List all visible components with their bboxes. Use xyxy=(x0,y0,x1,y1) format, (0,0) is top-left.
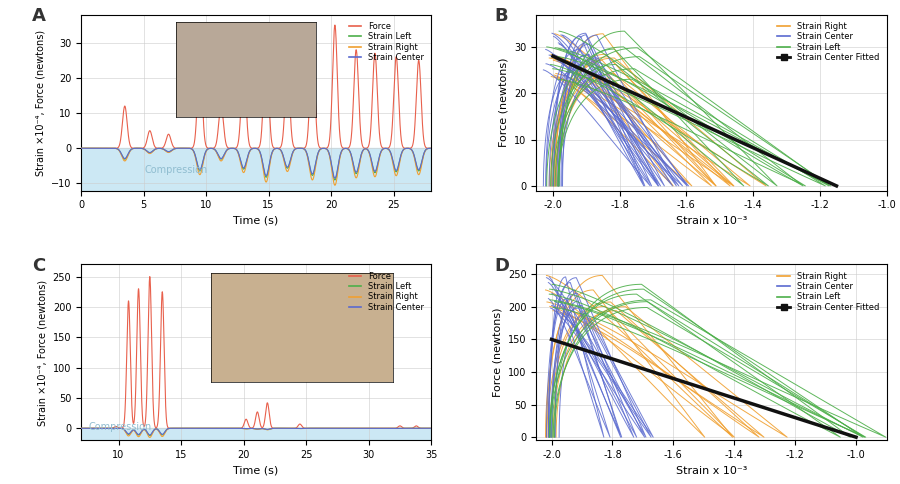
Text: A: A xyxy=(32,7,46,26)
Text: Compression: Compression xyxy=(88,422,151,432)
X-axis label: Time (s): Time (s) xyxy=(233,466,279,476)
Bar xyxy=(81,428,431,440)
Legend: Strain Right, Strain Center, Strain Left, Strain Center Fitted: Strain Right, Strain Center, Strain Left… xyxy=(774,19,882,65)
Text: B: B xyxy=(494,7,508,26)
Bar xyxy=(81,148,431,191)
Text: Compression: Compression xyxy=(144,165,207,175)
Y-axis label: Strain ×10⁻⁴, Force (newtons): Strain ×10⁻⁴, Force (newtons) xyxy=(37,279,47,425)
Y-axis label: Strain ×10⁻⁴, Force (newtons): Strain ×10⁻⁴, Force (newtons) xyxy=(35,30,45,176)
Text: D: D xyxy=(494,257,509,275)
Legend: Strain Right, Strain Center, Strain Left, Strain Center Fitted: Strain Right, Strain Center, Strain Left… xyxy=(774,269,882,315)
X-axis label: Time (s): Time (s) xyxy=(233,216,279,226)
Legend: Force, Strain Left, Strain Right, Strain Center: Force, Strain Left, Strain Right, Strain… xyxy=(346,19,428,65)
Legend: Force, Strain Left, Strain Right, Strain Center: Force, Strain Left, Strain Right, Strain… xyxy=(346,269,428,315)
Text: C: C xyxy=(32,257,45,275)
Y-axis label: Force (newtons): Force (newtons) xyxy=(492,308,502,397)
Y-axis label: Force (newtons): Force (newtons) xyxy=(499,58,508,147)
X-axis label: Strain x 10⁻³: Strain x 10⁻³ xyxy=(676,466,747,476)
X-axis label: Strain x 10⁻³: Strain x 10⁻³ xyxy=(676,216,747,226)
